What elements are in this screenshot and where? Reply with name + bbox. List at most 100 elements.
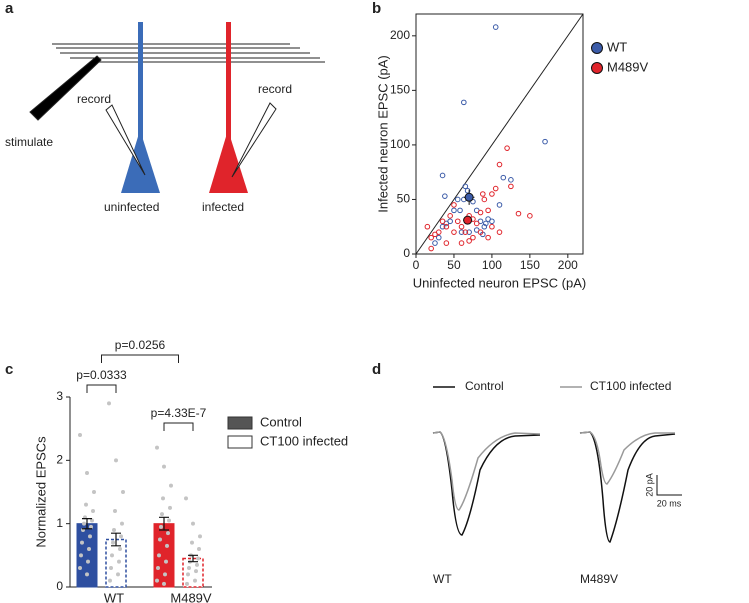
diagram-label: infected <box>202 200 244 214</box>
data-point <box>119 534 123 539</box>
data-point <box>108 578 112 583</box>
mean-point <box>464 192 474 202</box>
point <box>481 196 488 203</box>
panel-label: b <box>372 0 381 17</box>
y-axis-label: Infected neuron EPSC (pA) <box>375 55 390 213</box>
point <box>462 183 469 190</box>
point <box>458 229 465 235</box>
data-point <box>187 566 191 570</box>
data-point <box>120 521 124 526</box>
identity-line <box>415 13 584 255</box>
point <box>439 218 446 225</box>
legend-label: Control <box>260 414 302 429</box>
y-tick-label: 2 <box>56 453 63 467</box>
data-point <box>194 569 198 574</box>
legend-marker <box>591 62 603 74</box>
data-point <box>86 559 90 564</box>
scale-label: 20 pA <box>644 473 654 497</box>
point <box>461 99 467 106</box>
data-point <box>107 401 111 406</box>
data-point <box>190 540 194 545</box>
point <box>485 207 491 214</box>
data-point <box>161 496 165 501</box>
data-point <box>169 483 173 488</box>
point <box>489 218 495 225</box>
data-point <box>116 572 120 577</box>
legend-label: M489V <box>607 59 649 74</box>
point <box>424 223 431 230</box>
point <box>458 223 465 230</box>
point <box>470 234 476 241</box>
error-bar <box>82 518 92 530</box>
point <box>492 24 499 30</box>
point <box>432 231 438 238</box>
y-tick-label: 100 <box>390 137 410 151</box>
x-tick-label: M489V <box>170 590 212 603</box>
data-point <box>195 562 199 567</box>
data-point <box>87 547 91 551</box>
point <box>508 183 514 190</box>
point <box>477 229 484 235</box>
data-point <box>78 433 82 437</box>
annotation: p=0.0333 <box>76 368 127 382</box>
panel-label: a <box>5 0 14 17</box>
data-point <box>85 572 89 577</box>
data-point <box>91 509 95 513</box>
point <box>432 240 438 246</box>
error-bar <box>188 554 198 563</box>
error-bar <box>111 532 121 547</box>
bracket <box>163 422 194 431</box>
point <box>454 196 461 203</box>
point <box>428 245 434 252</box>
panel-label: c <box>5 361 13 378</box>
point <box>443 223 450 230</box>
point <box>508 177 514 183</box>
data-point <box>166 531 170 536</box>
x-axis-label: Uninfected neuron EPSC (pA) <box>413 275 586 290</box>
data-point <box>121 490 125 494</box>
trace-label: WT <box>433 572 452 586</box>
data-point <box>90 518 94 523</box>
data-point <box>85 471 89 475</box>
data-point <box>184 496 188 501</box>
trace-label: M489V <box>580 572 618 586</box>
traces <box>432 386 682 543</box>
data-point <box>186 572 190 577</box>
point <box>504 145 510 151</box>
data-point <box>167 518 171 523</box>
data-point <box>193 578 197 583</box>
x-tick-label: 100 <box>482 258 502 272</box>
diagram-label: stimulate <box>5 135 53 149</box>
data-point <box>185 581 189 586</box>
mean-point <box>463 215 473 225</box>
point <box>515 210 522 217</box>
point <box>542 138 548 145</box>
data-point <box>196 556 200 561</box>
data-point <box>191 521 195 526</box>
diagram-label: record <box>77 92 111 106</box>
y-tick-label: 0 <box>403 246 410 260</box>
point <box>496 161 503 168</box>
legend-swatch <box>227 435 253 449</box>
data-point <box>109 566 113 570</box>
legend-label: CT100 infected <box>590 379 671 393</box>
y-tick-label: 1 <box>56 516 63 530</box>
data-point <box>79 553 83 558</box>
point <box>464 187 471 194</box>
data-point <box>80 540 84 545</box>
error-bar <box>159 516 169 531</box>
y-tick-label: 150 <box>390 83 410 97</box>
data-point <box>114 458 118 463</box>
data-point <box>110 553 114 558</box>
point <box>481 223 488 230</box>
data-point <box>165 543 169 548</box>
data-point <box>162 464 166 469</box>
data-point <box>84 502 88 507</box>
point <box>439 223 446 230</box>
point <box>457 207 463 214</box>
data-point <box>197 547 201 551</box>
data-point <box>78 566 82 570</box>
point <box>447 213 453 219</box>
